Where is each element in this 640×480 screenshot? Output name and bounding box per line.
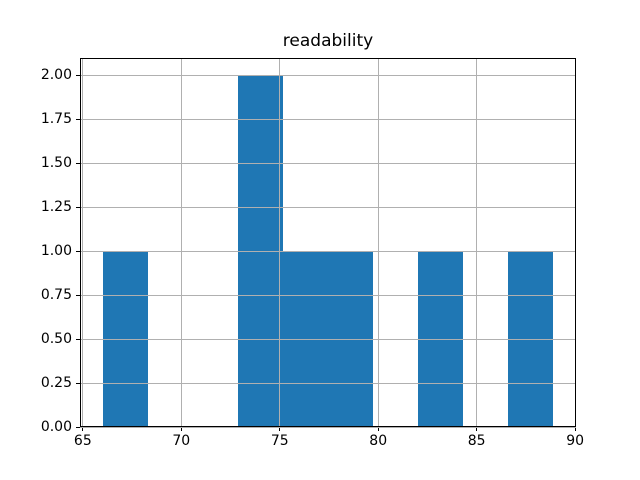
x-tick: [574, 427, 576, 432]
x-tick: [476, 427, 478, 432]
x-tick-label: 70: [172, 433, 191, 450]
grid-line-x: [574, 57, 576, 428]
y-tick: [76, 382, 80, 384]
x-tick-label: 90: [566, 433, 585, 450]
grid-line-x: [476, 57, 478, 428]
y-tick: [76, 118, 80, 120]
grid-line-y: [80, 74, 576, 76]
grid-line-y: [80, 382, 576, 384]
grid-line-y: [80, 294, 576, 296]
y-tick: [76, 74, 80, 76]
x-tick-label: 75: [270, 433, 289, 450]
x-tick-label: 80: [369, 433, 388, 450]
x-tick: [377, 427, 379, 432]
y-tick-label: 1.75: [40, 111, 72, 128]
grid-line-y: [80, 162, 576, 164]
y-tick: [76, 294, 80, 296]
chart-title: readability: [282, 31, 374, 51]
plot-area: [80, 57, 576, 428]
y-tick: [76, 250, 80, 252]
grid-line-y: [80, 250, 576, 252]
y-tick-label: 0.25: [40, 375, 72, 392]
x-tick-label: 65: [73, 433, 92, 450]
grid-line-x: [377, 57, 379, 428]
y-tick-label: 1.50: [40, 155, 72, 172]
grid-line-y: [80, 118, 576, 120]
y-tick: [76, 426, 80, 428]
y-tick: [76, 206, 80, 208]
x-tick: [82, 427, 84, 432]
grid-layer: [80, 57, 576, 428]
grid-line-x: [180, 57, 182, 428]
grid-line-y: [80, 338, 576, 340]
y-tick-label: 0.75: [40, 287, 72, 304]
grid-line-x: [82, 57, 84, 428]
grid-line-x: [279, 57, 281, 428]
y-tick-label: 1.00: [40, 243, 72, 260]
x-tick-label: 85: [467, 433, 486, 450]
grid-line-y: [80, 206, 576, 208]
y-tick-label: 2.00: [40, 67, 72, 84]
grid-line-y: [80, 426, 576, 428]
y-tick-label: 0.00: [40, 419, 72, 436]
x-tick: [279, 427, 281, 432]
x-tick: [180, 427, 182, 432]
y-tick-label: 1.25: [40, 199, 72, 216]
y-tick: [76, 338, 80, 340]
y-tick: [76, 162, 80, 164]
y-tick-label: 0.50: [40, 331, 72, 348]
